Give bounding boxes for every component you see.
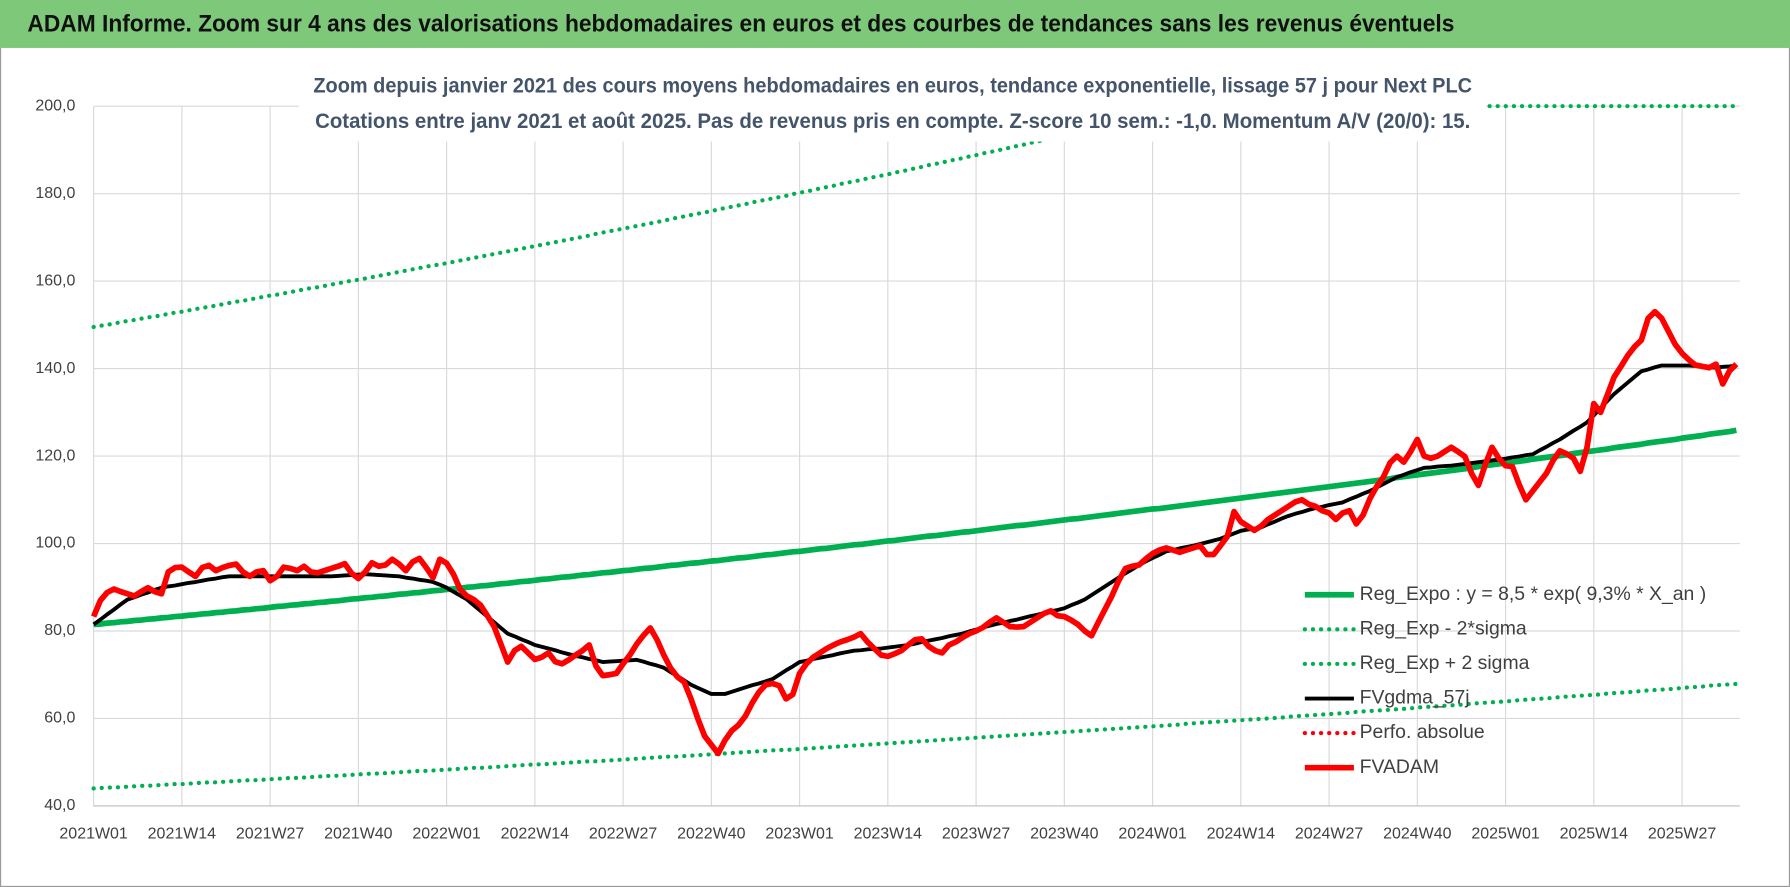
legend-label: FVADAM	[1360, 756, 1439, 778]
y-tick-label: 180,0	[35, 185, 75, 202]
series-line	[91, 681, 1739, 791]
x-tick-label: 2023W14	[854, 826, 922, 843]
x-tick-label: 2022W01	[412, 826, 480, 843]
x-tick-label: 2023W40	[1030, 826, 1098, 843]
legend-label: Reg_Exp + 2 sigma	[1360, 652, 1530, 674]
y-tick-label: 40,0	[44, 797, 75, 814]
y-tick-label: 60,0	[44, 710, 75, 727]
y-tick-label: 100,0	[35, 535, 75, 552]
x-tick-label: 2024W01	[1118, 826, 1186, 843]
x-tick-label: 2025W27	[1648, 826, 1716, 843]
x-tick-label: 2022W27	[589, 826, 657, 843]
x-tick-label: 2024W40	[1383, 826, 1451, 843]
title-box	[299, 66, 1487, 142]
x-tick-label: 2024W14	[1207, 826, 1275, 843]
legend-label: Perfo. absolue	[1360, 721, 1485, 743]
y-tick-label: 140,0	[35, 360, 75, 377]
y-tick-label: 120,0	[35, 447, 75, 464]
legend-label: Reg_Exp - 2*sigma	[1360, 617, 1527, 639]
x-tick-label: 2024W27	[1295, 826, 1363, 843]
series-line	[92, 363, 1737, 696]
chart-title: Zoom depuis janvier 2021 des cours moyen…	[313, 72, 1472, 97]
y-tick-label: 160,0	[35, 272, 75, 289]
series-line	[91, 104, 1739, 330]
legend-label: FVgdma_57j	[1360, 687, 1470, 709]
x-tick-label: 2021W40	[324, 826, 392, 843]
header-bar	[0, 0, 1790, 48]
x-tick-label: 2021W14	[148, 826, 216, 843]
x-tick-label: 2025W01	[1471, 826, 1539, 843]
x-tick-label: 2022W40	[677, 826, 745, 843]
series-line	[90, 308, 1739, 757]
chart-subtitle: Cotations entre janv 2021 et août 2025. …	[315, 108, 1470, 133]
y-tick-label: 80,0	[44, 622, 75, 639]
x-tick-label: 2025W14	[1560, 826, 1628, 843]
series-line	[93, 427, 1737, 628]
header-title: ADAM Informe. Zoom sur 4 ans des valoris…	[27, 10, 1454, 37]
y-tick-label: 200,0	[35, 97, 75, 114]
legend-label: Reg_Expo : y = 8,5 * exp( 9,3% * X_an )	[1360, 583, 1707, 605]
x-tick-label: 2021W01	[59, 826, 127, 843]
x-tick-label: 2021W27	[236, 826, 304, 843]
x-tick-label: 2023W01	[765, 826, 833, 843]
x-tick-label: 2023W27	[942, 826, 1010, 843]
x-tick-label: 2022W14	[501, 826, 569, 843]
